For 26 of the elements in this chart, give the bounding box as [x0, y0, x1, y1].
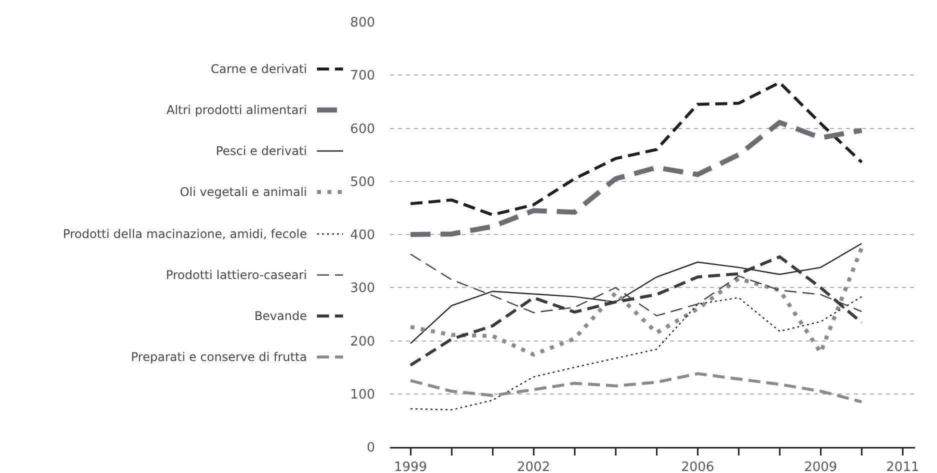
line-series — [409, 81, 864, 216]
y-tick-label: 300 — [350, 281, 375, 296]
legend-label: Pesci e derivati — [216, 144, 307, 158]
legend-label: Altri prodotti alimentari — [166, 103, 307, 118]
legend-label: Carne e derivati — [210, 62, 307, 76]
legend-label: Prodotti della macinazione, amidi, fecole — [62, 226, 307, 241]
y-tick-label: 800 — [350, 16, 375, 31]
line-series — [409, 372, 864, 404]
line-series — [410, 296, 862, 410]
legend-label: Preparati e conserve di frutta — [130, 350, 307, 364]
y-tick-label: 500 — [350, 174, 375, 190]
y-tick-label: 0 — [366, 440, 375, 456]
x-tick-label: 2006 — [681, 460, 714, 473]
y-tick-label: 400 — [350, 228, 375, 244]
y-tick-label: 100 — [350, 387, 375, 402]
legend-label: Oli vegetali e animali — [180, 185, 307, 200]
y-tick-label: 200 — [350, 334, 375, 350]
legend-label: Bevande — [254, 308, 307, 323]
y-tick-label: 600 — [350, 122, 375, 137]
x-tick-label: 2002 — [517, 460, 550, 473]
legend-label: Prodotti lattiero-caseari — [166, 268, 307, 282]
x-tick-label: 1999 — [394, 460, 428, 473]
x-tick-label: 2011 — [886, 460, 920, 473]
line-series — [409, 255, 864, 367]
y-tick-label: 700 — [350, 68, 375, 84]
x-tick-label: 2009 — [804, 460, 838, 473]
